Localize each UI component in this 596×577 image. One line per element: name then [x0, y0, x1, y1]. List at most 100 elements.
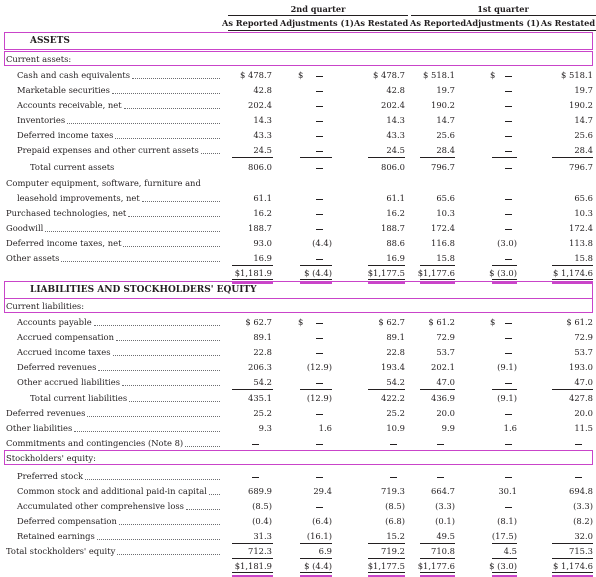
row-label: Deferred revenues [17, 362, 97, 372]
cell-value: 190.2 [569, 100, 593, 110]
header-col-as-reported-q1: As Reported [410, 18, 467, 28]
dash-mark [505, 151, 512, 152]
dash-mark [316, 259, 323, 260]
cell-value: 22.8 [386, 347, 405, 357]
cell-value: 710.8 [431, 546, 455, 556]
cell-value: $1,181.9 [234, 561, 272, 571]
header-group-rule-1 [228, 15, 408, 16]
dot-leader [45, 230, 220, 232]
row-label: Purchased technologies, net [6, 208, 127, 218]
dash-mark [505, 259, 512, 260]
dash-mark [316, 338, 323, 339]
cell-value: 47.0 [574, 377, 593, 387]
row-label: Computer equipment, software, furniture … [6, 178, 201, 188]
underline [232, 157, 273, 158]
cell-value: 25.2 [386, 408, 405, 418]
row-label: Deferred income taxes [17, 130, 114, 140]
underline [232, 389, 273, 390]
cell-value: $ (4.4) [304, 268, 332, 278]
dash-mark [505, 338, 512, 339]
underline [300, 558, 332, 559]
row-label: Total current liabilities [30, 393, 128, 403]
row-label: Accrued income taxes [17, 347, 111, 357]
cell-value: (0.1) [435, 516, 455, 526]
dash-mark [505, 477, 512, 478]
dash-mark [316, 323, 323, 324]
cell-value: 664.7 [431, 486, 455, 496]
row-label: Cash and cash equivalents [17, 70, 131, 80]
cell-value: 93.0 [253, 238, 272, 248]
cell-value: $1,177.6 [417, 268, 455, 278]
subsection-title: Stockholders' equity: [6, 453, 96, 463]
header-col-as-restated-q2: As Restated [354, 18, 409, 28]
row-label: Total current assets [30, 162, 115, 172]
cell-value: 14.3 [253, 115, 272, 125]
subsection-title: Current liabilities: [6, 301, 85, 311]
cell-value: $1,177.5 [367, 268, 405, 278]
cell-value: $ 478.7 [240, 70, 272, 80]
header-group-1st-quarter: 1st quarter [477, 4, 529, 14]
dash-mark [316, 214, 323, 215]
cell-value: 65.6 [436, 193, 455, 203]
row-label: Total stockholders' equity [6, 546, 116, 556]
row-label: Deferred compensation [17, 516, 117, 526]
cell-value: 61.1 [253, 193, 272, 203]
dash-mark [316, 106, 323, 107]
cell-value: 172.4 [569, 223, 593, 233]
cell-value: 16.2 [253, 208, 272, 218]
underline [492, 543, 517, 544]
row-label: Marketable securities [17, 85, 110, 95]
row-label: Other accrued liabilities [17, 377, 121, 387]
section-title: LIABILITIES AND STOCKHOLDERS' EQUITY [30, 285, 257, 295]
cell-value: 43.3 [386, 130, 405, 140]
row-label: Retained earnings [17, 531, 95, 541]
dash-mark [505, 76, 512, 77]
underline [300, 543, 332, 544]
row-label: Accounts payable [17, 317, 92, 327]
dash-mark [505, 121, 512, 122]
cell-value: $ [490, 317, 496, 327]
cell-value: 25.2 [253, 408, 272, 418]
cell-value: (8.1) [497, 516, 517, 526]
dot-leader [85, 478, 220, 480]
underline [552, 157, 593, 158]
dash-mark [316, 76, 323, 77]
cell-value: 190.2 [431, 100, 455, 110]
cell-value: 53.7 [436, 347, 455, 357]
dot-leader [112, 354, 220, 356]
dash-mark [390, 444, 397, 445]
header-col-as-restated-q1: As Restated [540, 18, 596, 28]
cell-value: 202.4 [381, 100, 405, 110]
underline [420, 558, 455, 559]
cell-value: 435.1 [248, 393, 272, 403]
cell-value: 16.9 [386, 253, 405, 263]
dash-mark [437, 477, 444, 478]
cell-value: 31.3 [253, 531, 272, 541]
row-label: Deferred income taxes, net [6, 238, 122, 248]
dot-leader [67, 122, 220, 124]
cell-value: 719.2 [381, 546, 405, 556]
underline [552, 558, 593, 559]
header-col-as-reported-q2: As Reported [222, 18, 279, 28]
cell-value: 20.0 [436, 408, 455, 418]
dot-leader [185, 445, 220, 447]
cell-value: $ [298, 317, 304, 327]
cell-value: 54.2 [386, 377, 405, 387]
cell-value: 28.4 [574, 145, 593, 155]
dash-mark [505, 414, 512, 415]
cell-value: (3.3) [435, 501, 455, 511]
dot-leader [98, 369, 220, 371]
dash-mark [316, 414, 323, 415]
cell-value: 25.6 [574, 130, 593, 140]
dash-mark [390, 477, 397, 478]
cell-value: 202.1 [431, 362, 455, 372]
cell-value: (8.5) [252, 501, 272, 511]
underline [300, 265, 332, 266]
dot-leader [87, 415, 220, 417]
dash-mark [316, 136, 323, 137]
dash-mark [505, 214, 512, 215]
dash-mark [505, 383, 512, 384]
section-header-box [4, 32, 593, 50]
cell-value: 796.7 [569, 162, 593, 172]
subsection-header-box [4, 450, 593, 465]
